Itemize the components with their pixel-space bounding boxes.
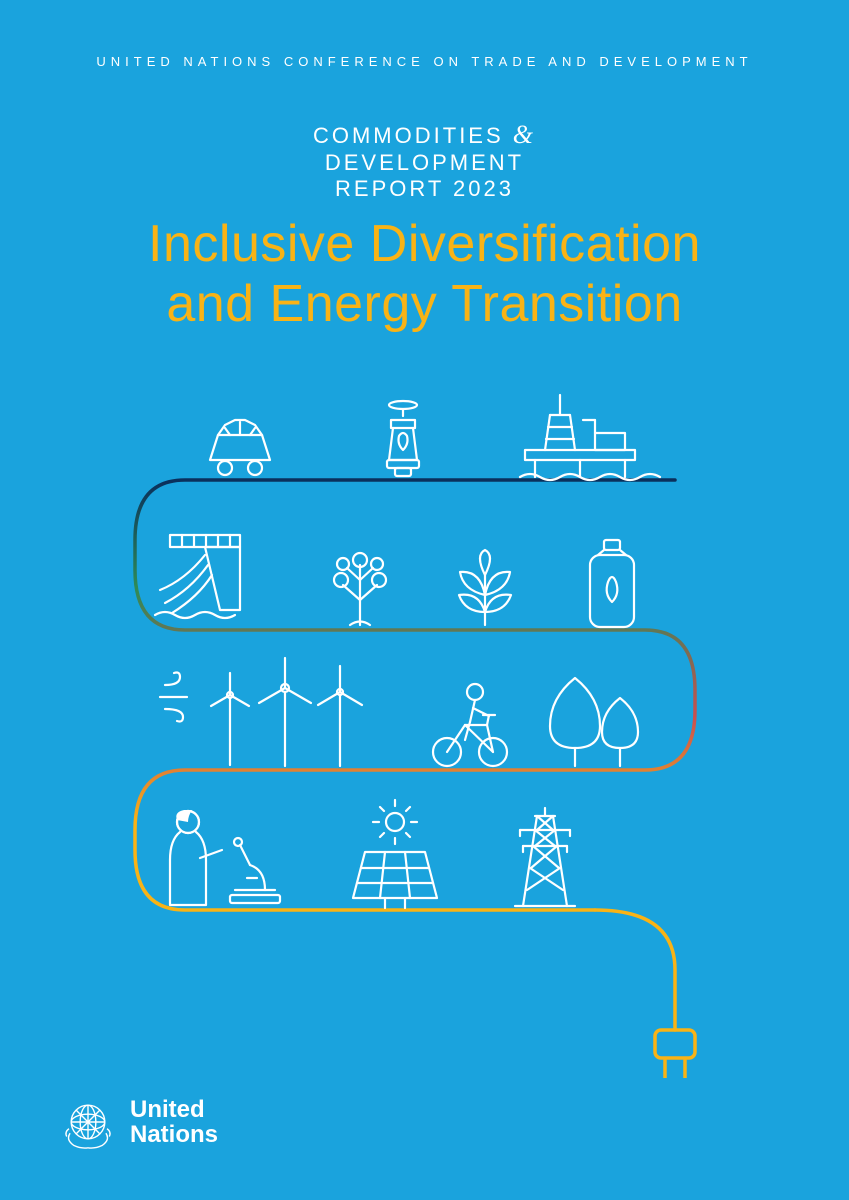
hydro-dam-icon	[155, 535, 240, 618]
plug-icon	[655, 1030, 695, 1078]
org-header: UNITED NATIONS CONFERENCE ON TRADE AND D…	[0, 54, 849, 69]
energy-transition-diagram	[115, 390, 735, 1090]
un-emblem-icon	[60, 1094, 116, 1150]
report-commodities: COMMODITIES	[313, 123, 504, 148]
wind-icon	[160, 673, 187, 722]
gas-cylinder-icon	[590, 540, 634, 627]
wind-turbines-icon	[211, 658, 362, 766]
report-title-block: COMMODITIES & DEVELOPMENT REPORT 2023	[0, 120, 849, 202]
serpentine-cable	[135, 480, 695, 1078]
solar-panel-icon	[353, 800, 437, 908]
title-line-2: and Energy Transition	[0, 275, 849, 335]
leaves-icon	[459, 550, 511, 625]
cyclist-icon	[433, 684, 507, 766]
oil-rig-icon	[520, 395, 660, 480]
plant-berries-icon	[334, 553, 386, 625]
un-line1: United	[130, 1097, 218, 1122]
un-logo-block: United Nations	[60, 1094, 218, 1150]
title-line-1: Inclusive Diversification	[0, 215, 849, 275]
lantern-icon	[387, 401, 419, 476]
scientist-icon	[170, 810, 280, 905]
report-development: DEVELOPMENT	[0, 150, 849, 176]
trees-icon	[550, 678, 638, 766]
un-name: United Nations	[130, 1097, 218, 1147]
page-title: Inclusive Diversification and Energy Tra…	[0, 215, 849, 335]
power-tower-icon	[515, 808, 575, 906]
un-line2: Nations	[130, 1122, 218, 1147]
mining-cart-icon	[210, 420, 270, 475]
report-year: REPORT 2023	[0, 176, 849, 202]
ampersand: &	[513, 120, 536, 149]
